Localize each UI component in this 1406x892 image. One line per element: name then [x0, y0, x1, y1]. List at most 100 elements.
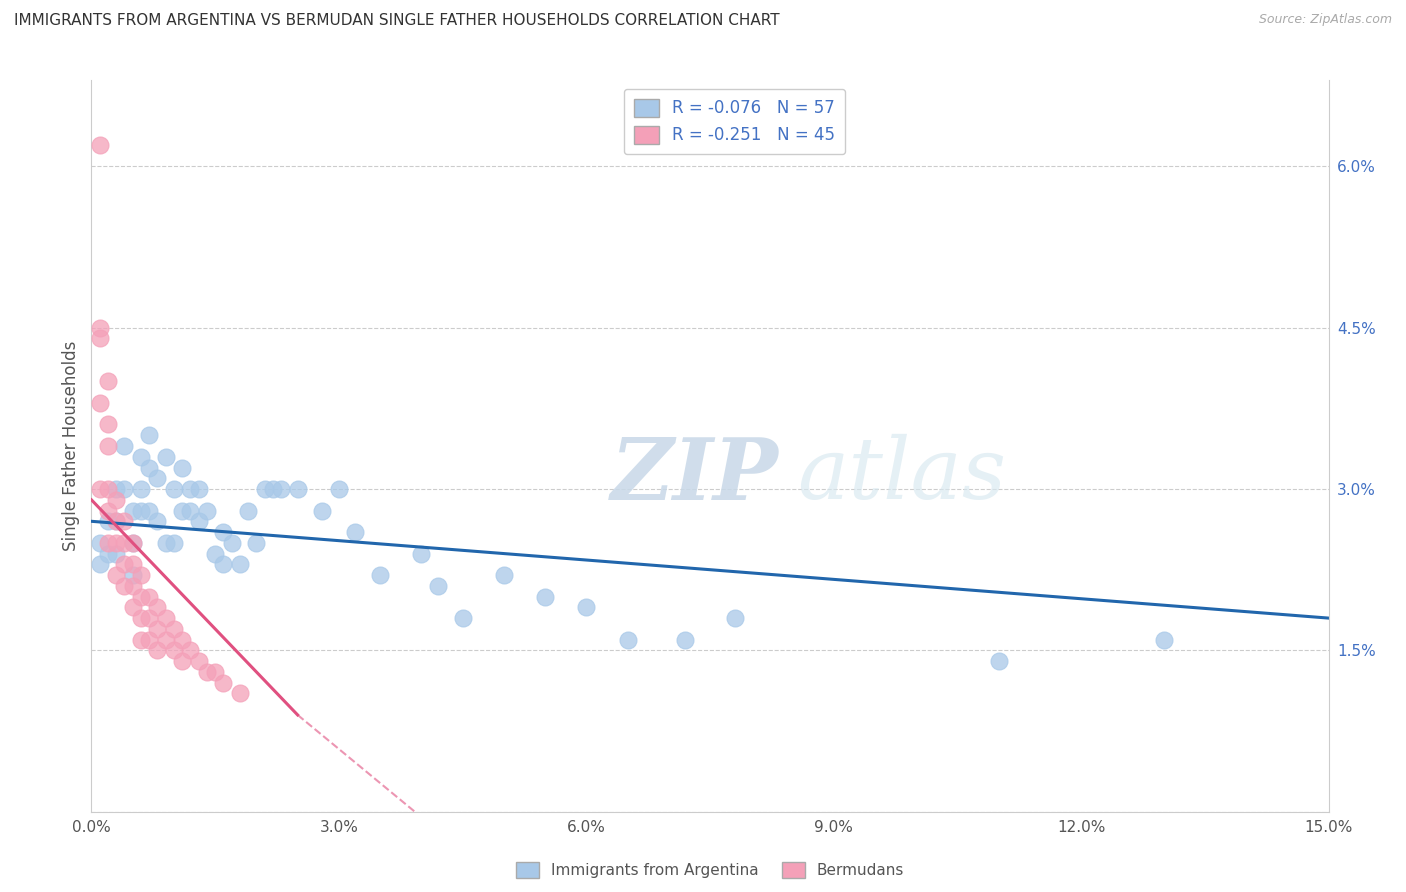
Point — [673, 632, 696, 647]
Point — [616, 632, 638, 647]
Point — [163, 536, 186, 550]
Point — [112, 558, 135, 572]
Point — [97, 417, 120, 432]
Y-axis label: Single Father Households: Single Father Households — [62, 341, 80, 551]
Point — [155, 450, 177, 464]
Point — [97, 482, 120, 496]
Point — [229, 686, 252, 700]
Point — [105, 514, 128, 528]
Point — [411, 547, 433, 561]
Text: ZIP: ZIP — [612, 434, 779, 517]
Point — [138, 632, 160, 647]
Point — [138, 460, 160, 475]
Point — [138, 503, 160, 517]
Point — [179, 482, 201, 496]
Point — [89, 331, 111, 345]
Point — [212, 558, 235, 572]
Point — [155, 536, 177, 550]
Point — [172, 632, 194, 647]
Point — [1153, 632, 1175, 647]
Point — [105, 568, 128, 582]
Point — [105, 514, 128, 528]
Point — [121, 600, 143, 615]
Point — [229, 558, 252, 572]
Point — [112, 579, 135, 593]
Point — [89, 482, 111, 496]
Point — [97, 503, 120, 517]
Point — [121, 536, 143, 550]
Point — [212, 524, 235, 539]
Point — [179, 503, 201, 517]
Point — [105, 536, 128, 550]
Point — [204, 547, 226, 561]
Point — [138, 428, 160, 442]
Point — [146, 600, 169, 615]
Legend: Immigrants from Argentina, Bermudans: Immigrants from Argentina, Bermudans — [510, 855, 910, 885]
Point — [155, 632, 177, 647]
Point — [97, 514, 120, 528]
Point — [575, 600, 598, 615]
Point — [146, 643, 169, 657]
Point — [112, 536, 135, 550]
Point — [138, 590, 160, 604]
Point — [155, 611, 177, 625]
Point — [112, 482, 135, 496]
Point — [129, 632, 152, 647]
Point — [187, 482, 209, 496]
Point — [112, 514, 135, 528]
Point — [179, 643, 201, 657]
Point — [105, 482, 128, 496]
Point — [97, 547, 120, 561]
Point — [328, 482, 350, 496]
Point — [89, 137, 111, 152]
Point — [344, 524, 367, 539]
Point — [724, 611, 747, 625]
Point — [97, 536, 120, 550]
Point — [236, 503, 259, 517]
Point — [221, 536, 243, 550]
Point — [204, 665, 226, 679]
Point — [121, 503, 143, 517]
Point — [262, 482, 284, 496]
Point — [146, 622, 169, 636]
Point — [121, 579, 143, 593]
Point — [105, 547, 128, 561]
Point — [172, 654, 194, 668]
Point — [270, 482, 292, 496]
Point — [163, 482, 186, 496]
Point — [105, 492, 128, 507]
Point — [97, 439, 120, 453]
Point — [121, 558, 143, 572]
Point — [195, 665, 218, 679]
Point — [172, 460, 194, 475]
Point — [187, 654, 209, 668]
Point — [492, 568, 515, 582]
Point — [129, 450, 152, 464]
Point — [163, 622, 186, 636]
Point — [426, 579, 449, 593]
Point — [89, 320, 111, 334]
Point — [121, 568, 143, 582]
Point — [129, 503, 152, 517]
Text: atlas: atlas — [797, 434, 1005, 516]
Point — [89, 536, 111, 550]
Text: IMMIGRANTS FROM ARGENTINA VS BERMUDAN SINGLE FATHER HOUSEHOLDS CORRELATION CHART: IMMIGRANTS FROM ARGENTINA VS BERMUDAN SI… — [14, 13, 780, 29]
Point — [534, 590, 557, 604]
Point — [89, 558, 111, 572]
Point — [129, 482, 152, 496]
Point — [311, 503, 333, 517]
Point — [146, 514, 169, 528]
Point — [112, 439, 135, 453]
Point — [195, 503, 218, 517]
Point — [451, 611, 474, 625]
Point — [245, 536, 267, 550]
Point — [172, 503, 194, 517]
Point — [89, 396, 111, 410]
Point — [129, 590, 152, 604]
Point — [253, 482, 276, 496]
Text: Source: ZipAtlas.com: Source: ZipAtlas.com — [1258, 13, 1392, 27]
Point — [212, 675, 235, 690]
Point — [163, 643, 186, 657]
Point — [287, 482, 309, 496]
Point — [121, 536, 143, 550]
